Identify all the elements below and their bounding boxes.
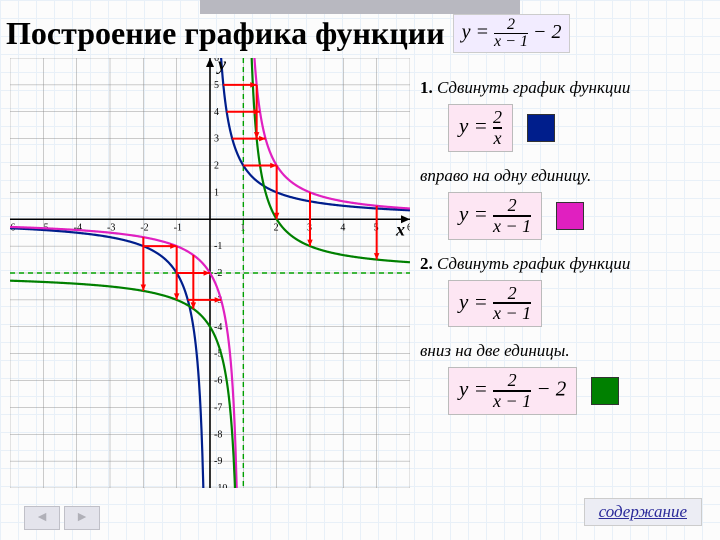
nav-arrows: ◄ ► [24,506,100,530]
svg-text:6: 6 [407,222,410,233]
svg-text:4: 4 [214,107,219,118]
svg-text:-2: -2 [140,222,148,233]
swatch-shift1 [556,202,584,230]
svg-text:-4: -4 [214,322,222,333]
page-title: Построение графика функции [6,15,445,52]
svg-text:y: y [216,58,227,74]
svg-text:3: 3 [214,134,219,145]
svg-text:1: 1 [214,187,219,198]
svg-text:-10: -10 [214,483,227,488]
step-2-text: 2. Сдвинуть график функции [420,254,710,274]
eq-shift1b: y = 2x − 1 [448,280,542,328]
step-1-tail: вправо на одну единицу. [420,166,710,186]
svg-text:2: 2 [274,222,279,233]
chart: -6-5-4-3-2-1123456-10-9-8-7-6-5-4-3-2-11… [10,58,410,488]
svg-text:-1: -1 [214,241,222,252]
title-row: Построение графика функции y = 2x − 1 − … [6,14,570,53]
contents-link[interactable]: содержание [584,498,702,526]
swatch-final [591,377,619,405]
steps-panel: 1. Сдвинуть график функции y = 2x вправо… [420,74,710,429]
step-2-tail: вниз на две единицы. [420,341,710,361]
svg-text:-9: -9 [214,456,222,467]
svg-text:5: 5 [214,80,219,91]
svg-text:-7: -7 [214,402,222,413]
svg-text:-1: -1 [174,222,182,233]
prev-button[interactable]: ◄ [24,506,60,530]
title-formula: y = 2x − 1 − 2 [453,14,571,53]
decorative-top-bar [200,0,520,14]
svg-text:4: 4 [340,222,345,233]
next-button[interactable]: ► [64,506,100,530]
eq-final: y = 2x − 1 − 2 [448,367,577,415]
svg-text:-6: -6 [214,376,222,387]
svg-text:2: 2 [214,161,219,172]
eq-base: y = 2x [448,104,513,152]
step-1-text: 1. Сдвинуть график функции [420,78,710,98]
svg-text:x: x [395,219,405,239]
eq-shift1: y = 2x − 1 [448,192,542,240]
swatch-base [527,114,555,142]
svg-text:-8: -8 [214,429,222,440]
